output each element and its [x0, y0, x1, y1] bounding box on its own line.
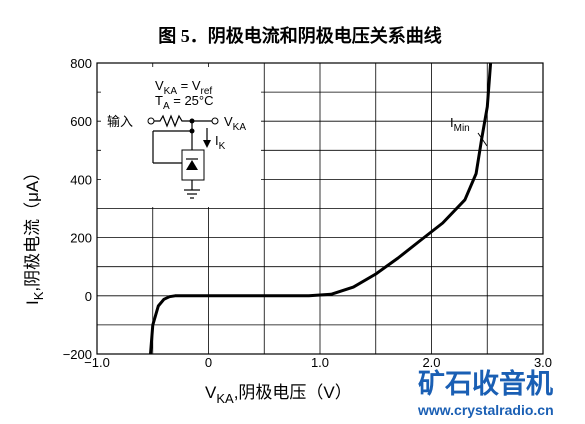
circuit-inset	[101, 67, 261, 207]
y-tick-label: 0	[85, 289, 92, 304]
inset-condition-part: KA	[164, 86, 178, 97]
x-tick-label: 3.0	[534, 355, 552, 370]
inset-output-label-part: KA	[233, 122, 247, 133]
inset-output-label: VKA	[224, 114, 246, 133]
chart-title: 图 5．阴极电流和阴极电压关系曲线	[158, 25, 442, 46]
annotation-leader	[477, 132, 488, 147]
x-axis-label-part: KA	[216, 391, 234, 406]
inset-current-label-part: K	[219, 141, 226, 152]
inset-condition-part: = 25°C	[170, 93, 214, 108]
inset-condition-part: ref	[201, 86, 213, 97]
y-axis-label-part: ,阴极电流（μA）	[23, 164, 42, 292]
x-tick-label: −1.0	[84, 355, 110, 370]
y-axis-label-part: K	[31, 291, 46, 300]
x-axis-label-part: ,阴极电压（V）	[234, 383, 352, 402]
annotation: IMin	[450, 115, 470, 134]
inset-current-label: IK	[215, 133, 226, 152]
diode	[186, 160, 198, 170]
inset-condition: VKA = Vref	[155, 78, 212, 97]
x-axis-label: VKA,阴极电压（V）	[205, 383, 352, 406]
plot-border	[96, 62, 544, 355]
x-tick-label: 0	[205, 355, 212, 370]
annotation-part: Min	[454, 123, 470, 134]
inset-output-label-part: V	[224, 114, 233, 129]
y-tick-label: 600	[70, 114, 92, 129]
watermark-title: 矿石收音机	[418, 368, 553, 399]
inset-condition: TA = 25°C	[155, 93, 214, 112]
current-arrow	[203, 140, 211, 148]
inset-background	[101, 67, 261, 207]
inset-condition-part: A	[163, 101, 170, 112]
y-tick-label: 400	[70, 172, 92, 187]
y-tick-label: 800	[70, 56, 92, 71]
y-axis-label-part: I	[23, 300, 42, 305]
annotation-part: I	[450, 115, 454, 130]
inset-condition-part: T	[155, 93, 163, 108]
inset-current-label-part: I	[215, 133, 219, 148]
curve	[149, 62, 493, 355]
y-tick-label: −200	[63, 347, 92, 362]
inset-input-label: 输入	[107, 114, 133, 129]
terminal	[147, 117, 155, 125]
x-axis-label-part: V	[205, 383, 217, 402]
inset-condition-part: = V	[177, 78, 201, 93]
inset-condition-part: V	[155, 78, 164, 93]
x-tick-label: 2.0	[422, 355, 440, 370]
x-tick-label: 1.0	[311, 355, 329, 370]
watermark-url: www.crystalradio.cn	[417, 402, 554, 418]
resistor	[154, 114, 192, 128]
y-tick-label: 200	[70, 231, 92, 246]
y-axis-label: IK,阴极电流（μA）	[23, 164, 46, 305]
terminal	[211, 117, 219, 125]
